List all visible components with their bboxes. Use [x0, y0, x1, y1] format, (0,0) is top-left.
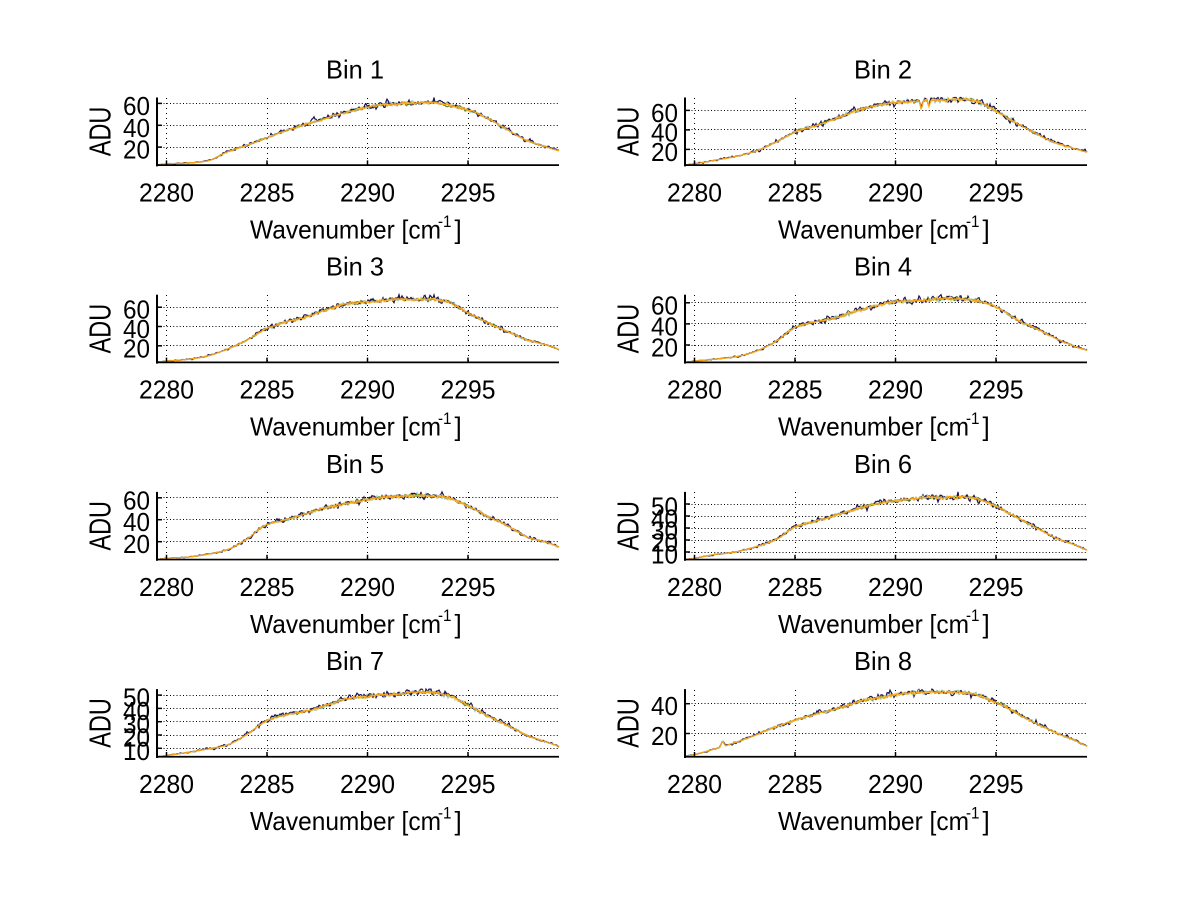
svg-text:2285: 2285	[240, 771, 295, 799]
svg-text:ADU: ADU	[83, 107, 118, 157]
svg-text:60: 60	[123, 487, 150, 515]
svg-text:20: 20	[123, 335, 150, 363]
svg-text:]: ]	[455, 609, 462, 639]
svg-text:2295: 2295	[441, 179, 496, 207]
svg-text:2280: 2280	[139, 179, 194, 207]
svg-text:40: 40	[651, 313, 678, 341]
svg-text:40: 40	[651, 506, 678, 534]
svg-text:]: ]	[983, 609, 990, 639]
svg-text:Wavenumber [cm: Wavenumber [cm	[778, 806, 969, 836]
svg-text:]: ]	[983, 215, 990, 245]
svg-text:2280: 2280	[139, 574, 194, 602]
svg-text:60: 60	[651, 100, 678, 128]
svg-text:]: ]	[983, 806, 990, 836]
svg-text:2285: 2285	[768, 179, 823, 207]
svg-text:-1: -1	[438, 803, 452, 822]
svg-text:2295: 2295	[441, 771, 496, 799]
svg-text:ADU: ADU	[611, 698, 646, 748]
svg-text:Bin 4: Bin 4	[854, 252, 912, 282]
svg-text:50: 50	[123, 685, 150, 713]
svg-text:60: 60	[123, 93, 150, 121]
svg-text:30: 30	[651, 518, 678, 546]
svg-text:2285: 2285	[240, 179, 295, 207]
svg-text:20: 20	[651, 723, 678, 751]
svg-text:20: 20	[651, 139, 678, 167]
svg-text:2290: 2290	[340, 574, 395, 602]
svg-text:Bin 7: Bin 7	[326, 646, 384, 676]
svg-text:]: ]	[455, 412, 462, 442]
svg-text:Wavenumber [cm: Wavenumber [cm	[778, 215, 969, 245]
svg-text:60: 60	[651, 292, 678, 320]
svg-text:Wavenumber [cm: Wavenumber [cm	[250, 806, 441, 836]
svg-text:10: 10	[123, 738, 150, 766]
svg-text:2285: 2285	[768, 574, 823, 602]
svg-text:20: 20	[651, 335, 678, 363]
svg-text:2290: 2290	[868, 574, 923, 602]
svg-text:]: ]	[455, 215, 462, 245]
svg-text:Wavenumber [cm: Wavenumber [cm	[250, 609, 441, 639]
svg-text:2280: 2280	[139, 771, 194, 799]
svg-text:2285: 2285	[240, 377, 295, 405]
svg-text:40: 40	[651, 693, 678, 721]
svg-text:40: 40	[651, 119, 678, 147]
svg-text:2285: 2285	[768, 771, 823, 799]
svg-text:ADU: ADU	[83, 304, 118, 354]
svg-text:30: 30	[123, 711, 150, 739]
svg-text:2280: 2280	[667, 574, 722, 602]
svg-text:40: 40	[123, 316, 150, 344]
svg-text:2290: 2290	[868, 179, 923, 207]
svg-text:Wavenumber [cm: Wavenumber [cm	[250, 412, 441, 442]
svg-text:Wavenumber [cm: Wavenumber [cm	[778, 609, 969, 639]
svg-text:2280: 2280	[667, 771, 722, 799]
svg-text:2295: 2295	[441, 574, 496, 602]
svg-text:40: 40	[123, 115, 150, 143]
svg-text:20: 20	[123, 137, 150, 165]
svg-text:ADU: ADU	[611, 501, 646, 551]
svg-text:Bin 3: Bin 3	[326, 252, 384, 282]
svg-text:2295: 2295	[969, 179, 1024, 207]
svg-text:-1: -1	[966, 212, 980, 231]
svg-text:10: 10	[651, 542, 678, 570]
svg-text:2285: 2285	[240, 574, 295, 602]
svg-text:]: ]	[455, 806, 462, 836]
svg-text:2295: 2295	[441, 377, 496, 405]
svg-text:2280: 2280	[139, 377, 194, 405]
svg-text:40: 40	[123, 509, 150, 537]
svg-text:2280: 2280	[667, 179, 722, 207]
svg-text:60: 60	[123, 297, 150, 325]
svg-text:2290: 2290	[868, 771, 923, 799]
svg-text:2295: 2295	[969, 377, 1024, 405]
svg-text:2280: 2280	[667, 377, 722, 405]
svg-text:Bin 2: Bin 2	[854, 55, 912, 85]
svg-text:2295: 2295	[969, 574, 1024, 602]
svg-text:2290: 2290	[340, 179, 395, 207]
svg-text:2295: 2295	[969, 771, 1024, 799]
svg-text:20: 20	[123, 725, 150, 753]
svg-text:20: 20	[651, 530, 678, 558]
svg-text:-1: -1	[438, 606, 452, 625]
svg-text:-1: -1	[966, 409, 980, 428]
svg-text:Bin 8: Bin 8	[854, 646, 912, 676]
svg-text:50: 50	[651, 494, 678, 522]
svg-text:-1: -1	[438, 212, 452, 231]
svg-text:ADU: ADU	[83, 698, 118, 748]
svg-text:20: 20	[123, 531, 150, 559]
svg-text:-1: -1	[966, 606, 980, 625]
svg-text:-1: -1	[966, 803, 980, 822]
svg-text:40: 40	[123, 698, 150, 726]
svg-text:-1: -1	[438, 409, 452, 428]
svg-text:2290: 2290	[340, 377, 395, 405]
svg-text:2290: 2290	[868, 377, 923, 405]
svg-text:Bin 6: Bin 6	[854, 449, 912, 479]
svg-text:ADU: ADU	[83, 501, 118, 551]
svg-text:ADU: ADU	[611, 107, 646, 157]
svg-text:Wavenumber [cm: Wavenumber [cm	[250, 215, 441, 245]
svg-text:Bin 5: Bin 5	[326, 449, 384, 479]
svg-text:2290: 2290	[340, 771, 395, 799]
svg-text:]: ]	[983, 412, 990, 442]
svg-text:2285: 2285	[768, 377, 823, 405]
svg-text:Wavenumber [cm: Wavenumber [cm	[778, 412, 969, 442]
svg-text:ADU: ADU	[611, 304, 646, 354]
svg-text:Bin 1: Bin 1	[326, 55, 384, 85]
